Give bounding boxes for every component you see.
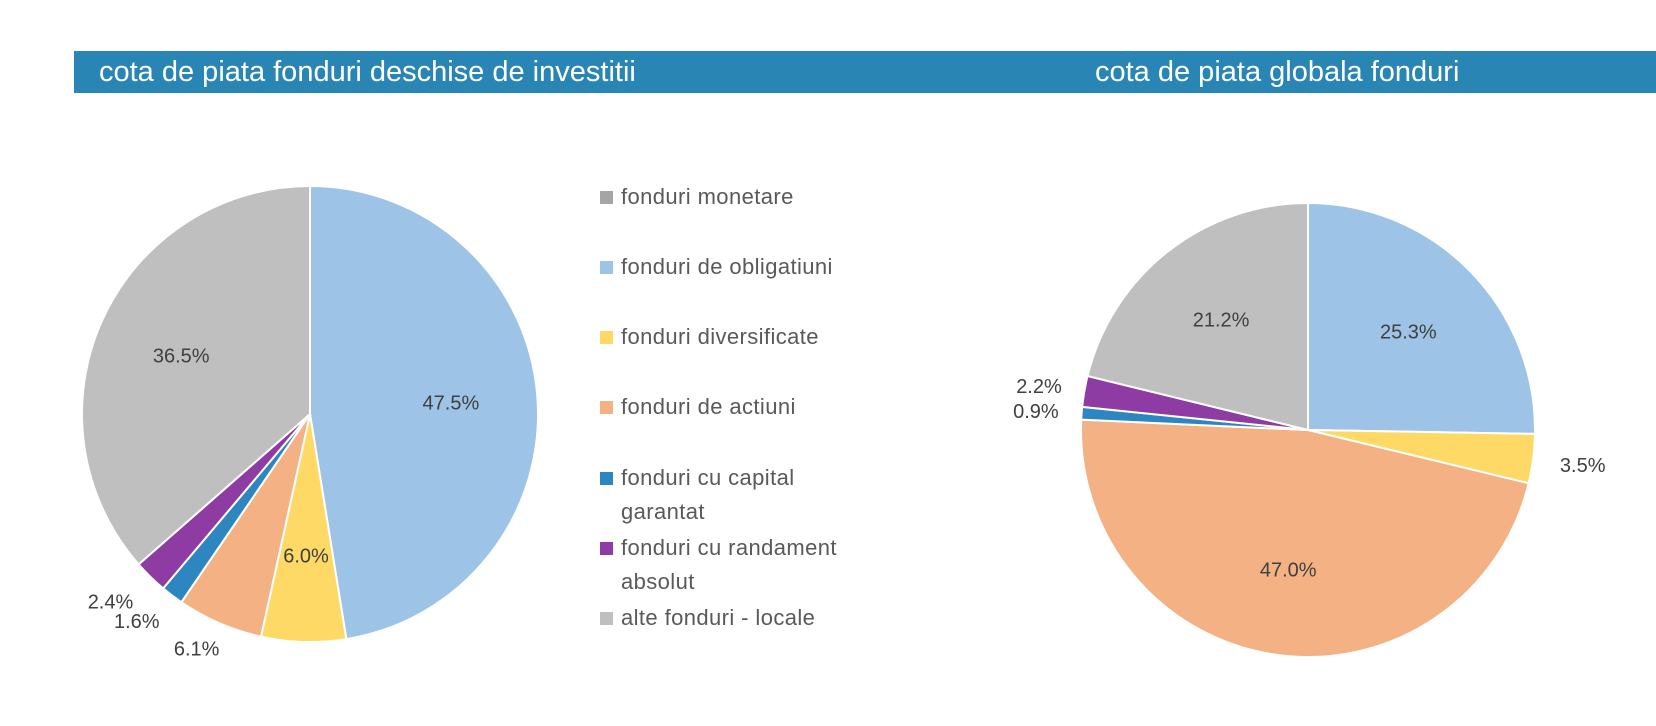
legend-label: fonduri monetare	[621, 184, 794, 209]
right-pie-label-fonduri-cu-randament-absolut: 2.2%	[1016, 376, 1062, 398]
left-pie-label-fonduri-de-obligatiuni: 47.5%	[423, 393, 480, 415]
title-bar	[74, 51, 1656, 93]
right-pie-slice-fonduri-de-actiuni	[1080, 418, 1530, 658]
right-pie-slice-alte-fonduri-locale	[1086, 201, 1309, 432]
legend-swatch	[600, 261, 613, 274]
legend-label: alte fonduri - locale	[621, 605, 816, 630]
left-pie-label-fonduri-cu-capital-garantat: 1.6%	[114, 611, 160, 633]
legend-label: fonduri de obligatiuni	[621, 254, 833, 279]
left-pie-label-fonduri-de-actiuni: 6.1%	[174, 638, 220, 660]
legend-swatch	[600, 542, 613, 555]
legend-swatch	[600, 612, 613, 625]
right-pie-label-fonduri-cu-capital-garantat: 0.9%	[1013, 401, 1059, 423]
left-pie-slice-fonduri-de-obligatiuni	[309, 184, 540, 641]
legend-swatch	[600, 191, 613, 204]
left-pie-label-fonduri-diversificate: 6.0%	[283, 545, 329, 567]
left-pie-slice-alte-fonduri-locale	[81, 184, 311, 566]
legend-swatch	[600, 331, 613, 344]
legend-swatch	[600, 472, 613, 485]
legend-label: fonduri diversificate	[621, 324, 819, 349]
right-pie-label-fonduri-de-actiuni: 47.0%	[1260, 559, 1317, 581]
legend-label: fonduri de actiuni	[621, 394, 796, 419]
right-pie-label-fonduri-de-obligatiuni: 25.3%	[1380, 321, 1437, 343]
right-pie-slice-fonduri-de-obligatiuni	[1307, 201, 1536, 435]
left-pie-label-fonduri-cu-randament-absolut: 2.4%	[88, 591, 134, 613]
chart-title-global-funds: cota de piata globala fonduri	[1095, 56, 1460, 88]
chart-title-open-funds: cota de piata fonduri deschise de invest…	[99, 56, 636, 88]
legend-label: fonduri cu capital garantat	[621, 465, 795, 524]
left-pie-label-alte-fonduri-locale: 36.5%	[153, 346, 210, 368]
legend-swatch	[600, 401, 613, 414]
right-pie-label-fonduri-diversificate: 3.5%	[1560, 455, 1606, 477]
right-pie-label-alte-fonduri-locale: 21.2%	[1193, 309, 1250, 331]
legend-label: fonduri cu randament absolut	[621, 535, 837, 594]
